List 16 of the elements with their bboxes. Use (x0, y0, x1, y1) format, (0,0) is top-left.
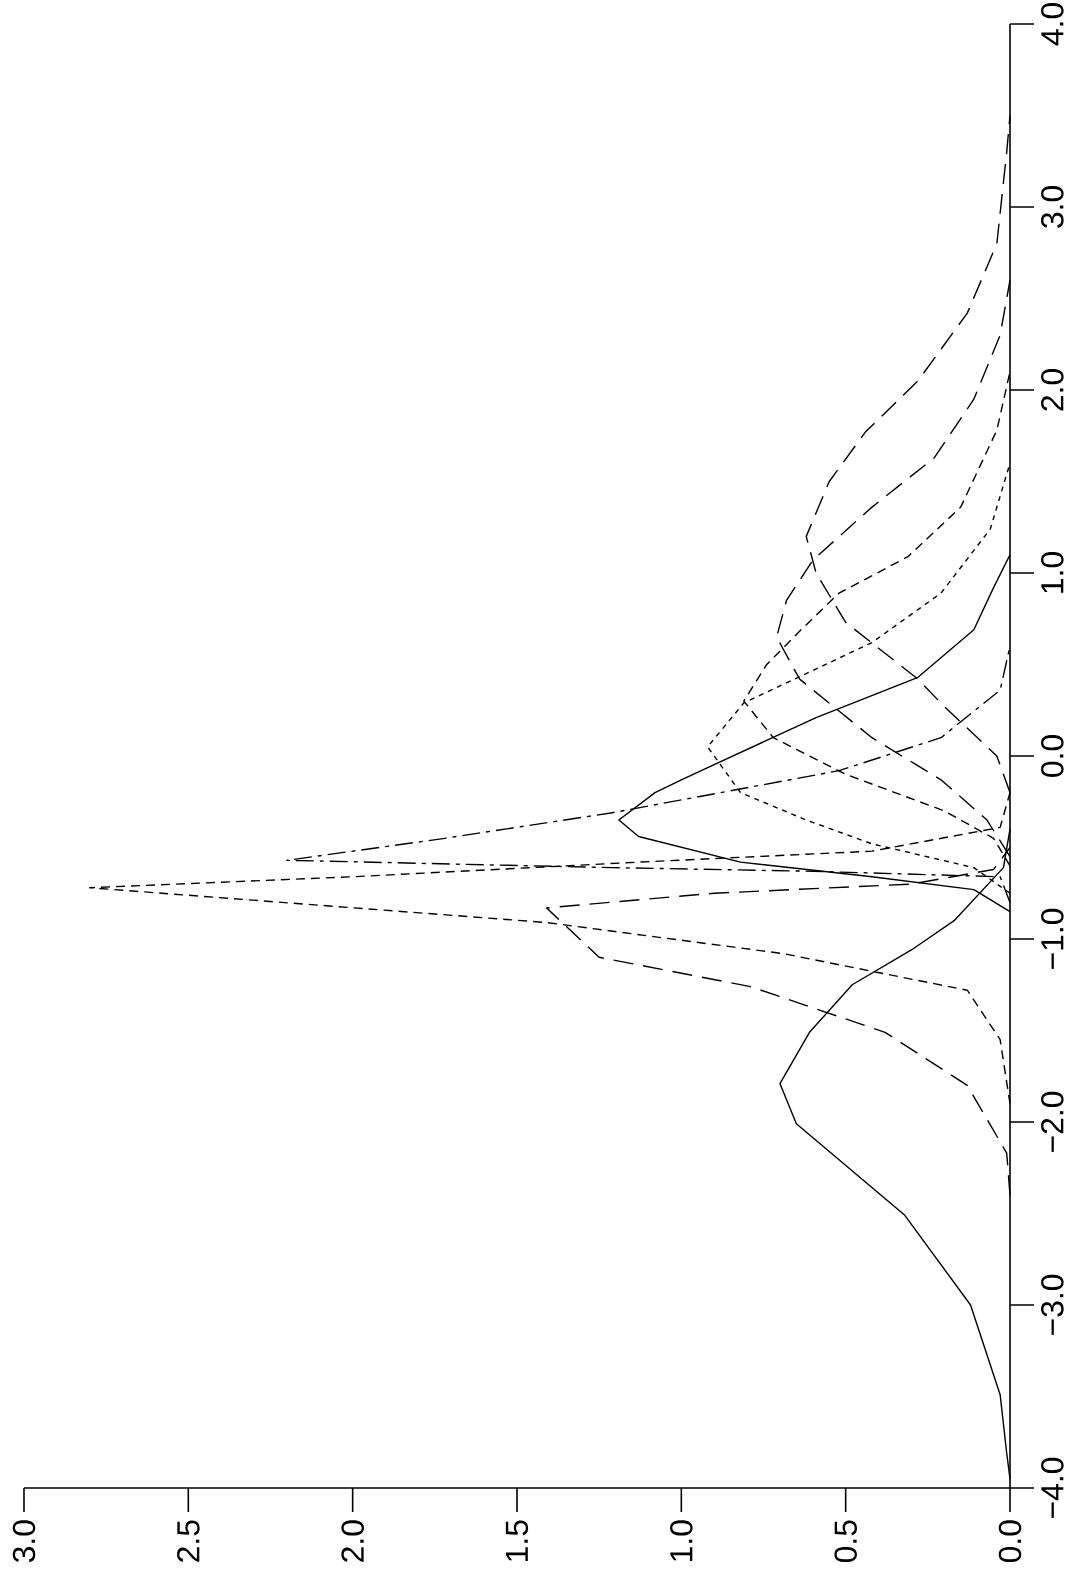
x-tick-label: 2.5 (177, 1520, 200, 1562)
y-tick-label: −2.0 (1041, 1091, 1064, 1152)
y-tick-label: −4.0 (1041, 1457, 1064, 1518)
x-tick-label: 3.0 (12, 1520, 36, 1563)
x-tick-label: 0.0 (998, 1520, 1022, 1563)
x-tick-label: 0.5 (834, 1520, 857, 1563)
y-tick-label: −3.0 (1041, 1274, 1064, 1335)
y-tick-label: 3.0 (1041, 186, 1064, 228)
y-tick-label: 2.0 (1041, 369, 1064, 411)
y-tick-label: 0.0 (1041, 735, 1064, 777)
y-tick-label: 1.0 (1041, 552, 1064, 593)
y-tick-label: −1.0 (1041, 908, 1064, 969)
x-tick-label: 1.5 (505, 1520, 529, 1561)
x-tick-label: 2.0 (341, 1520, 364, 1562)
y-tick-label: 4.0 (1041, 3, 1064, 46)
x-tick-label: 1.0 (670, 1520, 693, 1561)
